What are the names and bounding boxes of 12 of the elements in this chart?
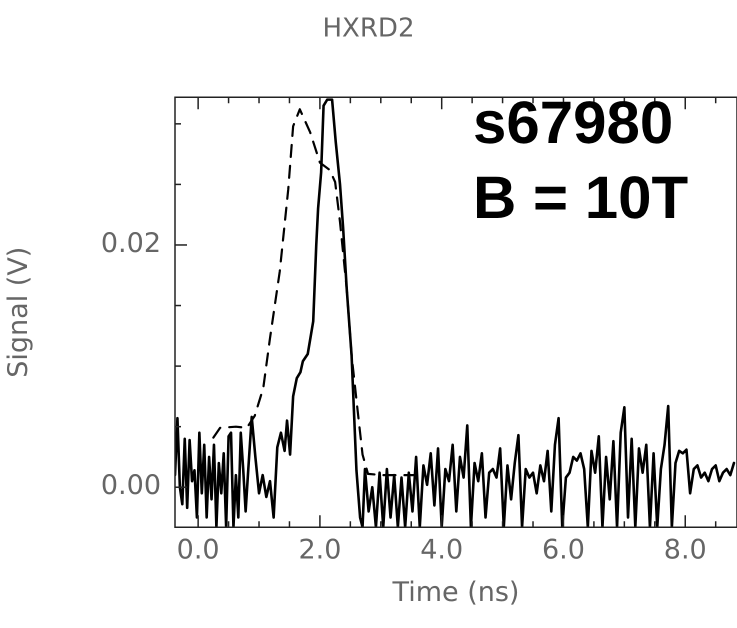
y-tick-label: 0.00 (100, 470, 161, 502)
x-tick-label: 2.0 (298, 534, 342, 566)
y-axis-title: Signal (V) (3, 246, 34, 378)
x-tick-label: 8.0 (664, 534, 707, 566)
chart-title: HXRD2 (322, 13, 414, 44)
x-tick-label: 4.0 (420, 534, 464, 566)
annotation: B = 10T (473, 164, 688, 232)
x-tick-label: 6.0 (542, 534, 585, 566)
x-tick-label: 0.0 (176, 534, 220, 566)
y-tick-label: 0.02 (100, 228, 161, 259)
x-axis-title: Time (ns) (392, 576, 520, 608)
annotation: s67980 (473, 89, 674, 156)
